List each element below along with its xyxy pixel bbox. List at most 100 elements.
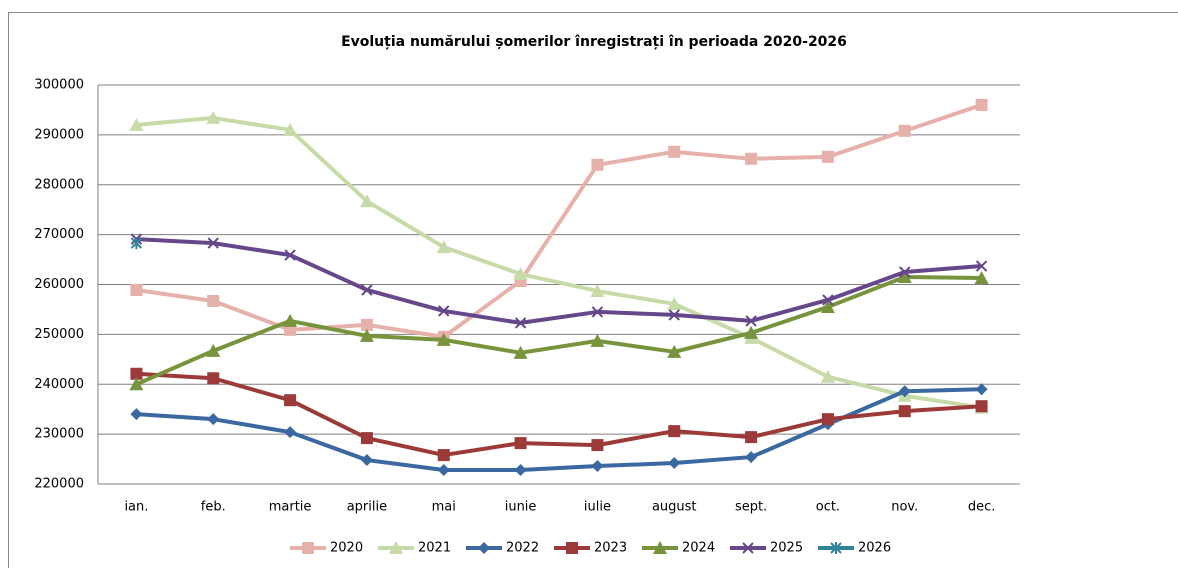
marker [206, 110, 221, 124]
marker [437, 449, 450, 462]
marker [975, 260, 988, 272]
y-tick-label: 240000 [34, 377, 84, 392]
marker [437, 464, 450, 477]
marker [745, 451, 758, 464]
marker [130, 237, 143, 250]
y-tick-label: 220000 [34, 477, 84, 492]
marker [361, 284, 373, 296]
marker [436, 332, 451, 346]
x-tick-label: oct. [816, 500, 840, 515]
marker [514, 317, 527, 329]
legend-label: 2023 [594, 541, 627, 556]
marker [898, 385, 911, 398]
series-line [135, 275, 982, 387]
marker [207, 294, 220, 307]
marker [590, 333, 605, 347]
marker [898, 405, 911, 418]
x-tick-label: ian. [124, 500, 148, 515]
marker [284, 394, 297, 407]
marker [821, 413, 834, 426]
marker [514, 464, 527, 477]
x-tick-label: martie [269, 500, 312, 515]
x-tick-label: feb. [201, 500, 226, 515]
x-tick-label: mai [432, 500, 456, 515]
y-tick-label: 250000 [34, 327, 84, 342]
marker [438, 305, 450, 317]
marker [668, 425, 681, 438]
marker [129, 377, 144, 391]
marker [359, 328, 374, 342]
y-tick-label: 300000 [34, 78, 84, 93]
marker [283, 313, 298, 327]
marker [742, 542, 754, 554]
marker [284, 426, 297, 439]
legend-item: 2021 [378, 541, 451, 556]
marker [745, 152, 758, 165]
marker [820, 299, 835, 313]
marker [130, 367, 143, 380]
legend-item: 2025 [730, 541, 803, 556]
series-line [136, 387, 982, 473]
y-tick-label: 270000 [34, 227, 84, 242]
chart-border [8, 12, 1178, 568]
marker [302, 542, 314, 554]
legend-item: 2026 [818, 541, 891, 556]
x-tick-label: iunie [505, 500, 537, 515]
marker [590, 283, 605, 297]
marker [283, 122, 298, 136]
marker [899, 266, 911, 278]
marker [130, 283, 143, 296]
marker [667, 296, 682, 310]
y-tick-label: 230000 [34, 427, 84, 442]
marker [744, 325, 759, 339]
marker [566, 542, 578, 554]
marker [745, 315, 757, 327]
marker [129, 117, 144, 131]
marker [591, 158, 604, 171]
legend-item: 2023 [554, 541, 627, 556]
marker [513, 267, 528, 281]
marker [974, 271, 989, 285]
x-tick-label: sept. [735, 500, 767, 515]
marker [653, 541, 667, 554]
legend-item: 2022 [466, 541, 539, 556]
y-tick-label: 280000 [34, 177, 84, 192]
marker [975, 383, 988, 396]
legend-item: 2024 [642, 541, 715, 556]
y-tick-label: 260000 [34, 277, 84, 292]
marker [975, 400, 988, 413]
marker [359, 194, 374, 208]
marker [478, 542, 490, 554]
marker [360, 318, 373, 331]
marker [975, 98, 988, 111]
marker [668, 309, 680, 321]
marker [830, 542, 842, 554]
x-tick-label: dec. [968, 500, 996, 515]
marker [745, 431, 758, 444]
series-line [136, 115, 982, 410]
marker [207, 372, 220, 385]
marker [130, 408, 143, 421]
marker [898, 124, 911, 137]
marker [207, 237, 219, 249]
marker [591, 439, 604, 452]
marker [360, 454, 373, 467]
x-tick-label: aprilie [347, 500, 387, 515]
legend-item: 2020 [290, 541, 363, 556]
marker [513, 345, 528, 359]
x-tick-label: iulie [584, 500, 611, 515]
marker [514, 437, 527, 450]
marker [667, 344, 682, 358]
marker [436, 240, 451, 254]
marker [822, 294, 834, 306]
marker [360, 432, 373, 445]
marker [668, 457, 681, 470]
legend-label: 2022 [506, 541, 539, 556]
marker [207, 413, 220, 426]
legend-label: 2020 [330, 541, 363, 556]
series-line [136, 371, 982, 458]
series-line [136, 237, 982, 325]
legend-label: 2025 [770, 541, 803, 556]
